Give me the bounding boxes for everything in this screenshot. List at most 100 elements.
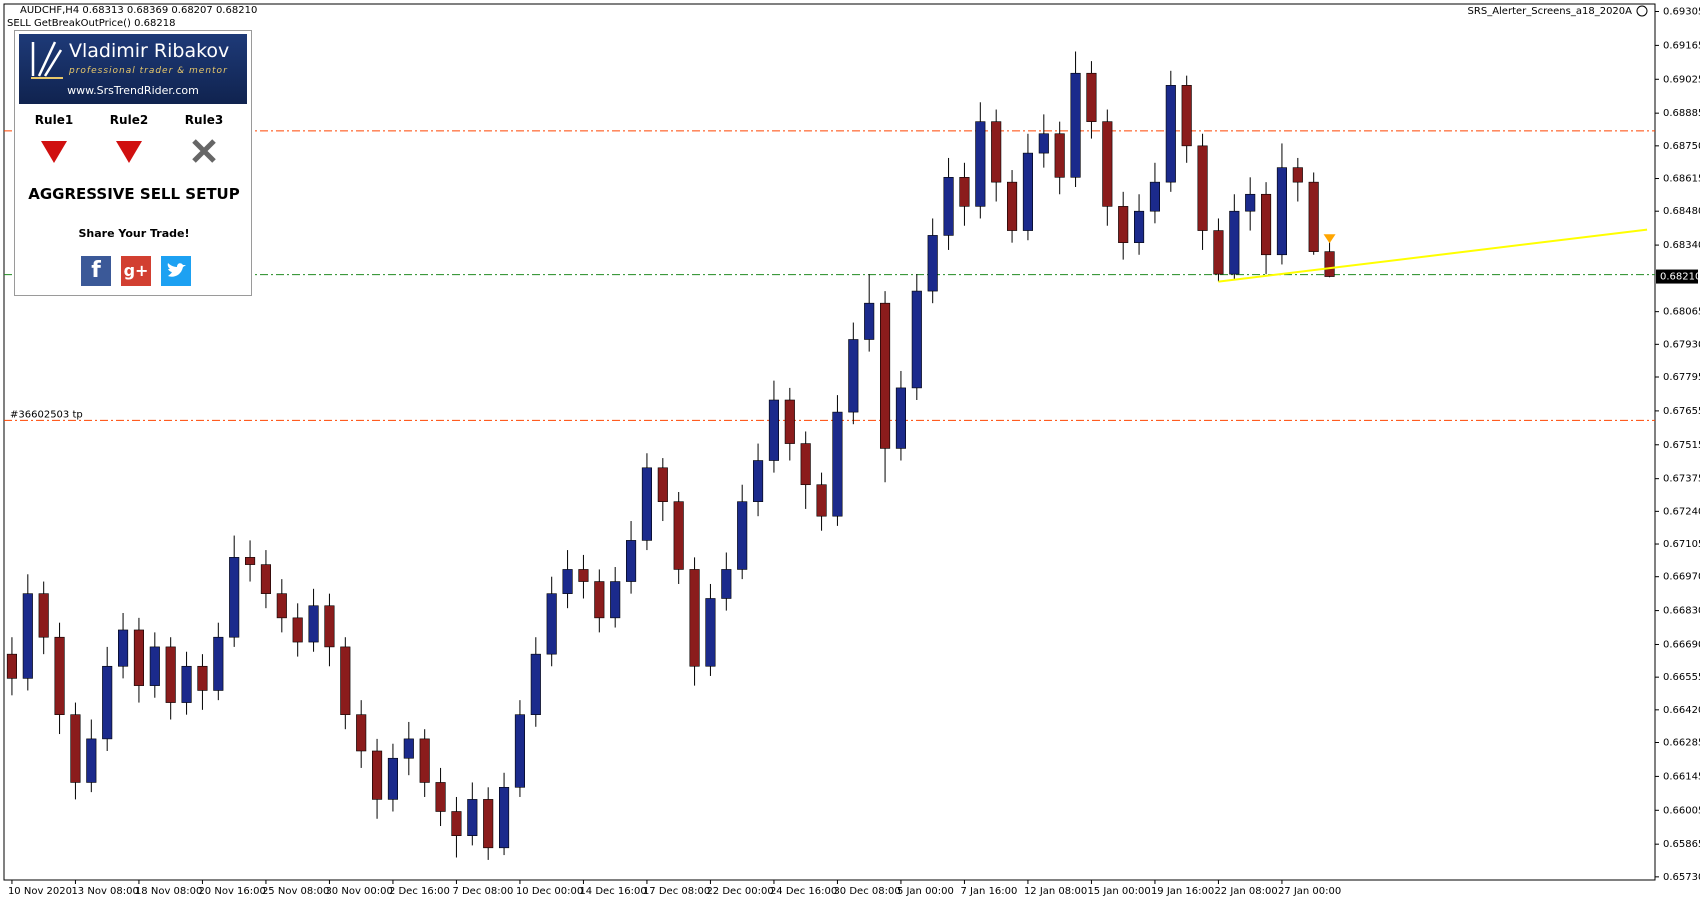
y-tick-label: 0.65865: [1663, 839, 1700, 850]
current-price-box: [1656, 269, 1698, 284]
candle-body: [530, 653, 541, 715]
x-tick-label: 10 Nov 2020: [8, 886, 72, 897]
candle-body: [657, 467, 668, 502]
x-tick-label: 13 Nov 08:00: [71, 886, 138, 897]
candle-body: [594, 581, 605, 619]
candle-body: [356, 714, 367, 752]
panel-header: Vladimir Ribakov professional trader & m…: [19, 34, 247, 104]
twitter-button[interactable]: [161, 256, 191, 286]
rule-label: Rule3: [184, 113, 224, 127]
candle-body: [959, 177, 970, 207]
candle-body: [149, 646, 160, 686]
x-tick-label: 18 Nov 08:00: [135, 886, 202, 897]
candle-body: [181, 665, 192, 703]
candle-body: [1308, 181, 1319, 252]
price-level-label: #36602503 tp: [10, 409, 83, 420]
candle-body: [1118, 206, 1129, 243]
candle-body: [879, 302, 891, 449]
candle-body: [991, 121, 1002, 183]
panel-url[interactable]: www.SrsTrendRider.com: [67, 84, 199, 97]
x-tick-label: 24 Dec 16:00: [770, 886, 837, 897]
candle-body: [1324, 251, 1335, 277]
candle-body: [578, 569, 589, 582]
candle-body: [483, 799, 494, 849]
candle-body: [514, 714, 525, 788]
candle-body: [1070, 72, 1081, 178]
candle-body: [1197, 145, 1208, 231]
rule-label: Rule2: [109, 113, 149, 127]
candle-body: [467, 799, 478, 837]
logo: [31, 41, 63, 79]
candle-body: [625, 540, 637, 582]
candle-body: [1213, 230, 1224, 275]
candle-body: [895, 387, 906, 449]
candle-body: [340, 646, 351, 715]
y-tick-label: 0.68615: [1663, 174, 1700, 185]
y-tick-label: 0.66285: [1663, 738, 1700, 749]
x-tick-label: 22 Jan 08:00: [1214, 886, 1277, 897]
candle-body: [816, 484, 827, 517]
candle-body: [165, 646, 176, 703]
candle-body: [451, 811, 462, 837]
candle-body: [498, 786, 510, 849]
candle-body: [1149, 181, 1161, 212]
x-tick-label: 22 Dec 00:00: [706, 886, 773, 897]
candle-body: [641, 467, 652, 541]
candle-body: [86, 738, 97, 783]
y-tick-label: 0.68065: [1663, 307, 1700, 318]
x-tick-label: 2 Dec 16:00: [389, 886, 450, 897]
candle-body: [213, 636, 224, 691]
y-tick-label: 0.69165: [1663, 40, 1700, 51]
candle-body: [229, 557, 240, 638]
candle-body: [610, 581, 621, 619]
y-tick-label: 0.67105: [1663, 539, 1700, 550]
candle-body: [1245, 193, 1256, 212]
rule-label: Rule1: [34, 113, 74, 127]
candle-body: [435, 782, 446, 812]
x-tick-label: 10 Dec 00:00: [516, 886, 583, 897]
candle-body: [1038, 133, 1049, 154]
candle-body: [102, 665, 113, 740]
y-tick-label: 0.67795: [1663, 372, 1700, 383]
x-tick-label: 15 Jan 00:00: [1087, 886, 1150, 897]
panel-tagline: professional trader & mentor: [69, 66, 228, 76]
candle-body: [752, 460, 764, 502]
indicator-icon: [1636, 5, 1648, 17]
candle-body: [22, 593, 33, 679]
candle-body: [721, 569, 732, 599]
y-tick-label: 0.65730: [1663, 872, 1700, 883]
candle-body: [54, 636, 65, 715]
y-tick-label: 0.67515: [1663, 440, 1700, 451]
candle-body: [38, 593, 49, 638]
candle-body: [1022, 152, 1033, 231]
setup-label: AGGRESSIVE SELL SETUP: [28, 185, 240, 203]
candle-body: [1292, 167, 1303, 183]
candle-body: [245, 557, 256, 565]
candle-body: [260, 564, 271, 594]
info-panel: Vladimir Ribakov professional trader & m…: [14, 30, 252, 296]
candle-body: [784, 399, 795, 444]
y-tick-label: 0.67655: [1663, 406, 1700, 417]
x-tick-label: 20 Nov 16:00: [198, 886, 265, 897]
candle-body: [1229, 210, 1240, 275]
x-tick-label: 7 Dec 08:00: [452, 886, 513, 897]
candle-body: [70, 714, 81, 783]
candle-body: [737, 501, 748, 570]
trendline: [1218, 228, 1648, 283]
facebook-button[interactable]: f: [81, 256, 111, 286]
candle-body: [292, 617, 303, 643]
candle-body: [133, 629, 145, 686]
rule-sell-arrow: [41, 141, 67, 163]
x-tick-label: 27 Jan 00:00: [1278, 886, 1341, 897]
candle-body: [927, 235, 938, 292]
indicator-name: SRS_Alerter_Screens_a18_2020A: [1468, 6, 1633, 17]
candle-body: [768, 399, 779, 461]
google-plus-button[interactable]: g+: [121, 256, 151, 286]
